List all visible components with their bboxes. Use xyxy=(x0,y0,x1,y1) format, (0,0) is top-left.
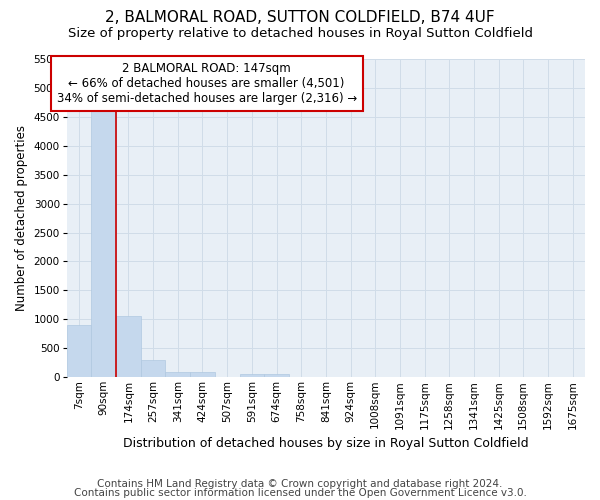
Bar xyxy=(91,111,116,377)
Bar xyxy=(166,372,190,377)
Bar xyxy=(239,374,264,377)
Text: Contains public sector information licensed under the Open Government Licence v3: Contains public sector information licen… xyxy=(74,488,526,498)
Bar xyxy=(67,325,91,377)
Bar xyxy=(116,316,141,377)
Text: 2 BALMORAL ROAD: 147sqm
← 66% of detached houses are smaller (4,501)
34% of semi: 2 BALMORAL ROAD: 147sqm ← 66% of detache… xyxy=(56,62,357,105)
Text: 2, BALMORAL ROAD, SUTTON COLDFIELD, B74 4UF: 2, BALMORAL ROAD, SUTTON COLDFIELD, B74 … xyxy=(105,10,495,25)
Text: Contains HM Land Registry data © Crown copyright and database right 2024.: Contains HM Land Registry data © Crown c… xyxy=(97,479,503,489)
Text: Size of property relative to detached houses in Royal Sutton Coldfield: Size of property relative to detached ho… xyxy=(67,28,533,40)
Bar xyxy=(264,374,289,377)
Bar xyxy=(141,360,166,377)
Bar xyxy=(190,372,215,377)
Y-axis label: Number of detached properties: Number of detached properties xyxy=(15,125,28,311)
X-axis label: Distribution of detached houses by size in Royal Sutton Coldfield: Distribution of detached houses by size … xyxy=(123,437,529,450)
